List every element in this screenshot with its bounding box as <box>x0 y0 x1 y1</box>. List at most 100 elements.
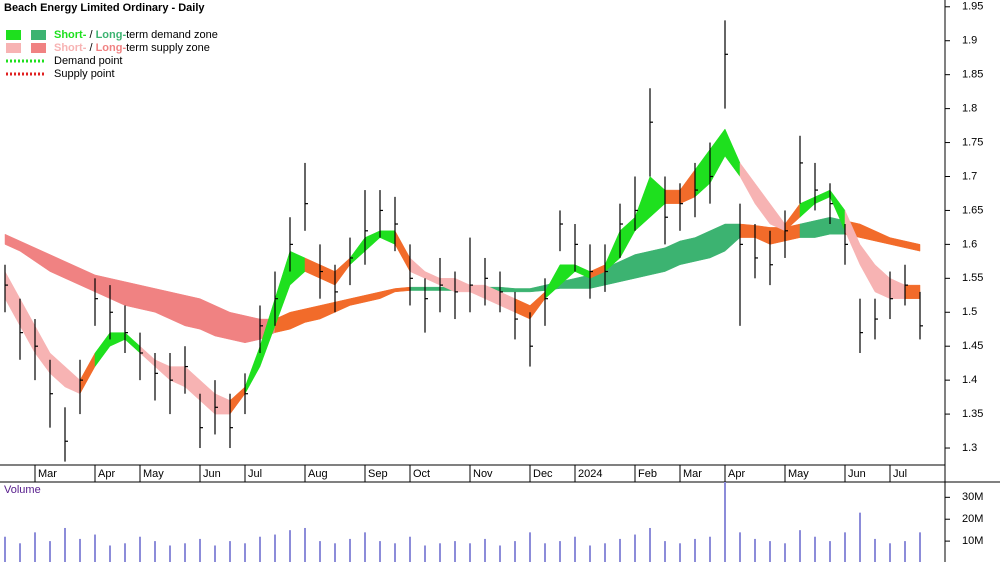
volume-bar <box>874 538 876 562</box>
legend-swatch <box>6 43 21 53</box>
legend-part: term demand zone <box>126 29 218 41</box>
volume-bar <box>829 541 831 562</box>
volume-bar <box>469 543 471 562</box>
y-tick-label: 1.3 <box>962 442 977 454</box>
volume-bar <box>229 541 231 562</box>
volume-bar <box>514 541 516 562</box>
volume-bar <box>814 536 816 562</box>
volume-bar <box>769 541 771 562</box>
legend-swatch <box>31 43 46 53</box>
legend-part: Short- <box>54 42 87 54</box>
y-tick-label: 1.65 <box>962 204 983 216</box>
x-tick-label: Oct <box>413 468 430 480</box>
legend-swatch <box>6 30 21 40</box>
y-tick-label: 1.5 <box>962 306 977 318</box>
volume-bar <box>184 543 186 562</box>
y-tick-label: 1.85 <box>962 69 983 81</box>
y-tick-label: 1.4 <box>962 374 977 386</box>
volume-bar <box>139 536 141 562</box>
legend-text: Demand point <box>54 55 123 67</box>
volume-bar <box>889 543 891 562</box>
volume-bar <box>244 543 246 562</box>
volume-tick-label: 20M <box>962 513 983 525</box>
volume-bar <box>394 543 396 562</box>
volume-bar <box>529 532 531 562</box>
x-tick-label: May <box>788 468 809 480</box>
volume-bar <box>304 527 306 562</box>
volume-bar <box>649 527 651 562</box>
x-tick-label: Jun <box>203 468 221 480</box>
x-tick-label: Dec <box>533 468 553 480</box>
volume-bar <box>424 545 426 562</box>
x-tick-label: Mar <box>38 468 57 480</box>
x-tick-label: Aug <box>308 468 328 480</box>
volume-bar <box>109 545 111 562</box>
volume-bar <box>274 534 276 562</box>
chart-title: Beach Energy Limited Ordinary - Daily <box>4 2 205 14</box>
volume-bar <box>334 543 336 562</box>
x-tick-label: Nov <box>473 468 493 480</box>
y-tick-label: 1.75 <box>962 136 983 148</box>
volume-bar <box>199 538 201 562</box>
legend-text: Supply point <box>54 68 115 80</box>
volume-bar <box>664 541 666 562</box>
volume-bar <box>919 532 921 562</box>
volume-bar <box>634 534 636 562</box>
x-tick-label: Jul <box>248 468 262 480</box>
volume-bar <box>679 543 681 562</box>
volume-bar <box>94 534 96 562</box>
x-tick-label: May <box>143 468 164 480</box>
volume-bar <box>799 530 801 562</box>
volume-bar <box>904 541 906 562</box>
volume-bar <box>319 541 321 562</box>
volume-bar <box>574 536 576 562</box>
legend-part: Long- <box>96 29 127 41</box>
y-tick-label: 1.9 <box>962 35 977 47</box>
volume-bar <box>154 541 156 562</box>
legend-part: term supply zone <box>126 42 210 54</box>
volume-tick-label: 30M <box>962 491 983 503</box>
volume-bar <box>724 482 726 562</box>
legend-part: Short- <box>54 29 87 41</box>
volume-bar <box>169 545 171 562</box>
volume-bar <box>604 543 606 562</box>
volume-bar <box>709 536 711 562</box>
volume-bar <box>784 543 786 562</box>
y-tick-label: 1.35 <box>962 408 983 420</box>
volume-bar <box>499 545 501 562</box>
x-tick-label: 2024 <box>578 468 602 480</box>
zone-band <box>844 220 921 252</box>
x-tick-label: Sep <box>368 468 388 480</box>
volume-bar <box>4 536 6 562</box>
volume-bar <box>214 545 216 562</box>
volume-tick-label: 10M <box>962 535 983 547</box>
volume-bar <box>64 527 66 562</box>
legend-text: Short- / Long-term supply zone <box>54 42 210 54</box>
volume-bar <box>259 536 261 562</box>
x-tick-label: Feb <box>638 468 657 480</box>
volume-bar <box>484 538 486 562</box>
x-tick-label: Apr <box>98 468 115 480</box>
volume-bar <box>49 541 51 562</box>
legend-part: Long- <box>96 42 127 54</box>
volume-bar <box>559 541 561 562</box>
volume-bar <box>379 541 381 562</box>
x-tick-label: Jul <box>893 468 907 480</box>
volume-bar <box>544 543 546 562</box>
volume-bar <box>409 536 411 562</box>
zone-band <box>904 284 921 299</box>
volume-bar <box>754 538 756 562</box>
legend-text: Short- / Long-term demand zone <box>54 29 218 41</box>
volume-bar <box>124 543 126 562</box>
volume-bar <box>619 538 621 562</box>
y-tick-label: 1.8 <box>962 103 977 115</box>
y-tick-label: 1.55 <box>962 272 983 284</box>
volume-bar <box>34 532 36 562</box>
volume-bar <box>694 538 696 562</box>
volume-bar <box>79 538 81 562</box>
volume-bar <box>844 532 846 562</box>
volume-bar <box>364 532 366 562</box>
volume-bar <box>19 543 21 562</box>
